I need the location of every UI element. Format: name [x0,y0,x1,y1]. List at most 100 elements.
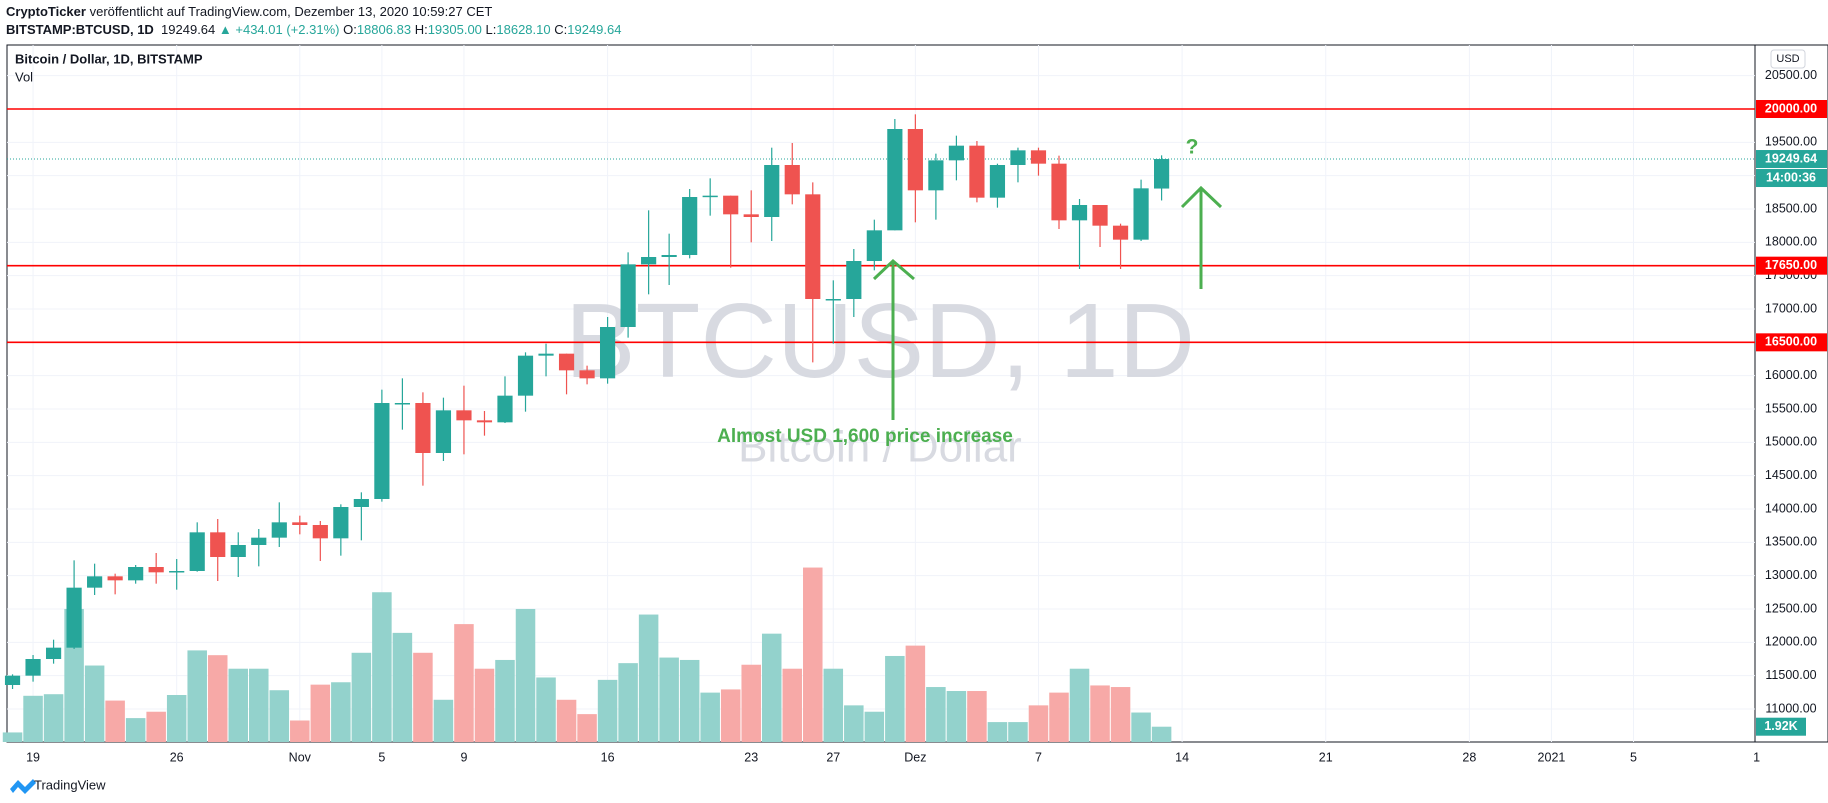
candle-body [189,532,205,571]
volume-bar [433,699,454,742]
volume-bar [946,691,967,742]
price-label-box [1756,333,1827,352]
candle-body [517,355,534,396]
volume-bar [1090,685,1110,742]
x-tick-label: 26 [170,750,184,764]
volume-bar [1028,705,1049,742]
volume-bar [166,695,187,742]
symbol: BITSTAMP:BTCUSD, 1D [6,22,154,37]
annotation: ? [1186,136,1199,159]
y-tick-label: 12000.00 [1765,635,1817,649]
currency-box [1770,49,1806,69]
volume-bar [1049,692,1069,742]
x-tick-label: 5 [378,750,385,764]
volume-bar [228,668,249,742]
volume-bar [844,705,864,742]
x-tick-label: 27 [826,750,840,764]
price-label-box [1756,256,1827,275]
candle-body [456,410,472,421]
candle-body [497,395,513,423]
candle-body [87,576,103,588]
candle-body [723,195,739,215]
candle-body [394,403,410,405]
volume-bar [372,592,392,742]
candle-body [312,525,328,539]
x-tick-label: 16 [601,750,615,764]
volume-bar [43,694,64,742]
candle-body [476,420,493,423]
volume-bar [249,668,269,742]
y-tick-label: 14000.00 [1765,501,1817,515]
x-tick-label: 28 [1462,750,1476,764]
candle-body [292,522,308,525]
candle-body [969,145,985,198]
y-tick-label: 14500.00 [1765,468,1817,482]
ohlc-value: 18628.10 [496,22,551,37]
candle-body [558,353,575,371]
candle-body [415,403,431,453]
volume-bar [1008,722,1028,742]
arrow [872,258,915,420]
candle-body [66,587,82,648]
candle-body [1154,159,1170,189]
candle-body [271,522,287,538]
annotation: Almost USD 1,600 price increase [717,426,1013,447]
ohlc-label: L: [485,22,497,37]
candle-body [169,571,185,573]
last-price: 19249.64 [161,22,216,37]
volume-bar [638,614,659,742]
ohlc-label: C: [554,22,568,37]
volume-bar [495,659,515,742]
ohlc-value: 18806.83 [356,22,412,37]
published: veröffentlicht auf TradingView.com, Deze… [89,4,493,19]
candle-body [107,576,123,581]
x-tick-label: Nov [289,750,312,764]
y-tick-label: 16000.00 [1765,368,1817,382]
candle-body [251,537,267,545]
ohlc-label: O: [343,22,357,37]
x-tick-label: 23 [744,750,758,764]
volume-bar [536,677,556,742]
brand-logo [10,779,36,794]
volume-bar [454,624,474,742]
candle-body [682,197,698,255]
x-tick-label: 9 [460,750,467,764]
x-tick-label: 21 [1319,750,1333,764]
horizontal-lines [7,108,1755,344]
volume-bar [187,650,207,742]
candle-body [764,165,780,217]
volume-bar [310,684,331,742]
candle-body [210,532,226,557]
volume-bar [597,679,618,742]
candle-body [620,264,636,327]
candle-body [1092,205,1108,226]
volume-bar [413,652,433,742]
candle-body [1030,150,1047,164]
volume-bar [761,633,782,742]
candle-body [128,567,144,581]
candle-body [846,261,862,299]
volume-bar [1069,668,1090,742]
candle-body [928,160,944,191]
candle-body [538,353,554,356]
candle-body [784,165,800,195]
volume-bar [1131,712,1151,742]
last-price-label: 19249.64 [1765,151,1817,165]
volume-bar [515,608,536,742]
price-label: 17650.00 [1765,258,1817,272]
brand: TradingView [10,777,106,794]
candle-body [353,499,369,507]
volume-bar [207,655,228,742]
candle-body [948,145,964,161]
last-price-box [1756,150,1827,169]
volume-bar [125,718,146,742]
y-tick-label: 17000.00 [1765,301,1817,315]
x-tick-label: 2021 [1538,750,1566,764]
x-tick-label: 1 [1753,750,1760,764]
volume-bar [2,732,23,742]
y-tick-label: 11000.00 [1765,701,1816,715]
y-tick-label: 12500.00 [1765,601,1817,615]
candle-body [1010,150,1026,165]
candle-body [333,507,349,539]
